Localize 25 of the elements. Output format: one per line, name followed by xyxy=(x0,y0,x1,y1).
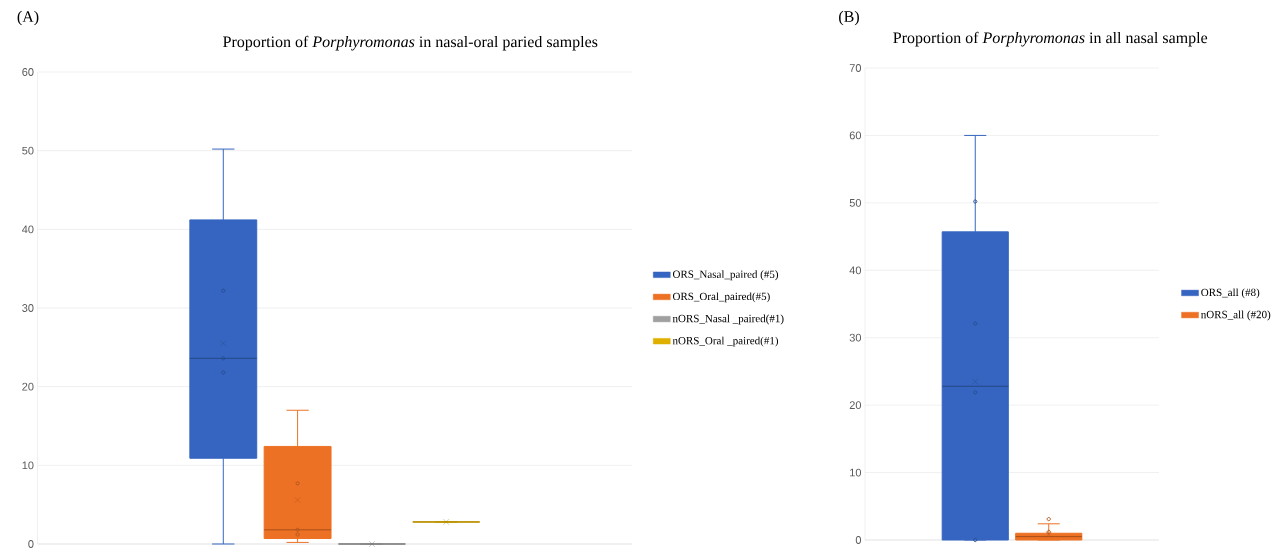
y-tick-label: 30 xyxy=(22,304,34,312)
y-tick-label: 60 xyxy=(22,68,34,76)
legend-label: nORS_Oral _paired(#1) xyxy=(672,336,779,347)
y-tick-label: 30 xyxy=(849,333,862,342)
legend-label: ORS_all (#8) xyxy=(1201,288,1260,299)
y-tick-label: 50 xyxy=(22,146,34,155)
text: (B) xyxy=(839,10,859,26)
legend-label: nORS_all (#20) xyxy=(1201,310,1271,321)
y-tick-label: 40 xyxy=(849,266,862,275)
y-tick-label: 0 xyxy=(855,536,862,544)
y-tick-label: 20 xyxy=(849,401,862,409)
legend-label: ORS_Oral_paired(#5) xyxy=(672,292,770,303)
y-tick-label: 70 xyxy=(849,64,862,72)
y-tick-label: 20 xyxy=(22,382,34,391)
chart-title: Proportion of Porphyromonas in nasal-oral paried samples xyxy=(223,35,598,51)
y-tick-label: 0 xyxy=(28,540,34,548)
y-tick-label: 10 xyxy=(22,461,34,470)
y-tick-label: 40 xyxy=(21,225,34,234)
text: (A) xyxy=(17,10,39,26)
chart-title: Proportion of Porphyromonas in all nasal sample xyxy=(893,31,1208,47)
legend-label: ORS_Nasal_paired (#5) xyxy=(672,270,779,281)
legend-label: nORS_Nasal _paired(#1) xyxy=(672,314,784,325)
y-tick-label: 10 xyxy=(850,468,862,477)
y-tick-label: 50 xyxy=(849,198,862,207)
y-tick-label: 60 xyxy=(849,131,862,140)
